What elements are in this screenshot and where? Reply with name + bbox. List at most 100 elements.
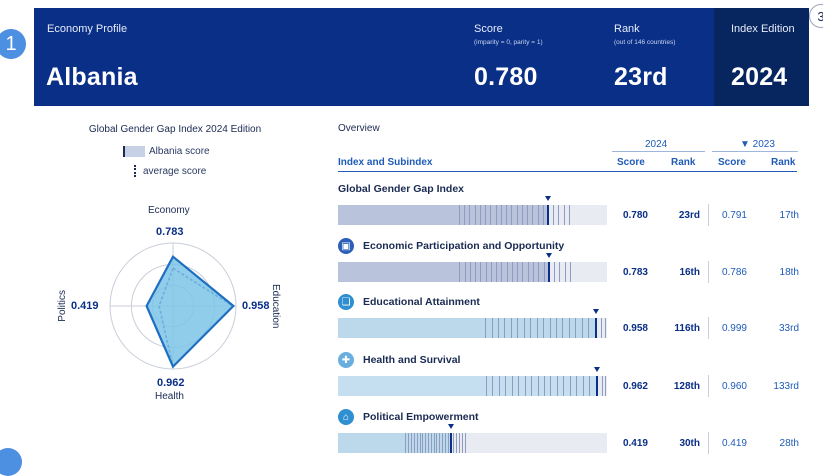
distribution-tick xyxy=(469,205,471,225)
radar-economy-label: Economy xyxy=(148,205,190,216)
distribution-tick xyxy=(506,262,508,282)
distribution-tick xyxy=(495,205,497,225)
row-title: Health and Survival xyxy=(363,354,461,366)
radar-score-polygon xyxy=(145,255,236,369)
distribution-tick xyxy=(464,262,466,282)
score-distribution xyxy=(338,376,607,396)
distribution-tick xyxy=(517,262,519,282)
distribution-tick xyxy=(518,376,520,396)
distribution-tick xyxy=(433,433,435,453)
step-marker-3[interactable]: 3 xyxy=(809,4,823,28)
score-2023: 0.791 xyxy=(721,210,747,221)
legend-score-label: Albania score xyxy=(149,146,210,157)
index-edition-box: Index Edition 2024 xyxy=(714,8,809,106)
rank-2023: 18th xyxy=(779,267,799,278)
briefcase-icon: ▣ xyxy=(338,238,354,254)
score-2024: 0.783 xyxy=(622,267,648,278)
distribution-tick xyxy=(527,262,529,282)
distribution-tick xyxy=(485,262,487,282)
score-2024: 0.962 xyxy=(622,381,648,392)
row-title: Global Gender Gap Index xyxy=(338,183,465,195)
distribution-tick xyxy=(419,433,421,453)
rank-2024: 30th xyxy=(679,438,700,449)
score-line xyxy=(595,376,598,396)
score-marker xyxy=(592,309,599,314)
score-bar xyxy=(338,309,607,338)
distribution-tick xyxy=(453,433,455,453)
health-cross-icon: ✚ xyxy=(338,352,354,368)
score-label: Score xyxy=(474,23,503,35)
distribution-tick xyxy=(568,318,570,338)
step-marker-1[interactable]: 1 xyxy=(0,29,26,59)
distribution-tick xyxy=(485,318,487,338)
distribution-tick xyxy=(563,376,565,396)
distribution-tick xyxy=(589,376,591,396)
distribution-tick xyxy=(536,318,538,338)
distribution-tick xyxy=(411,433,412,453)
distribution-tick xyxy=(521,205,523,225)
distribution-tick xyxy=(516,205,518,225)
score-distribution xyxy=(338,205,607,225)
distribution-tick xyxy=(444,433,446,453)
distribution-tick xyxy=(531,376,532,396)
distribution-tick xyxy=(506,205,507,225)
distribution-tick xyxy=(491,318,493,338)
header-divider xyxy=(338,171,797,172)
distribution-tick xyxy=(490,205,492,225)
distribution-tick xyxy=(504,318,506,338)
radar-health-label: Health xyxy=(155,391,184,402)
distribution-tick xyxy=(527,205,528,225)
year-2024-header: 2024 xyxy=(645,139,668,150)
distribution-tick xyxy=(485,376,487,396)
distribution-tick xyxy=(537,205,539,225)
radar-politics-label: Politics xyxy=(57,290,68,322)
rank-2024: 16th xyxy=(679,267,700,278)
distribution-tick xyxy=(559,262,561,282)
index-edition-value: 2024 xyxy=(731,63,788,91)
rank-2024: 116th xyxy=(674,323,700,334)
distribution-tick xyxy=(523,318,525,338)
radar-grid-ring-3 xyxy=(109,242,237,370)
distribution-tick xyxy=(524,376,526,396)
distribution-tick xyxy=(485,205,486,225)
distribution-tick xyxy=(425,433,427,453)
rank-2023: 28th xyxy=(779,438,799,449)
distribution-tick xyxy=(605,318,606,338)
distribution-tick xyxy=(505,376,507,396)
rank-2024: 23rd xyxy=(678,210,700,221)
step-marker-2[interactable] xyxy=(0,448,22,476)
radar-education-value: 0.958 xyxy=(242,300,270,312)
radar-average-polygon xyxy=(158,266,235,369)
rank-2023: 17th xyxy=(779,210,799,221)
year-separator xyxy=(708,317,709,339)
score-value: 0.780 xyxy=(474,63,538,91)
score-line xyxy=(594,318,597,338)
distribution-tick xyxy=(458,433,460,453)
distribution-tick xyxy=(543,318,545,338)
distribution-tick xyxy=(498,376,500,396)
distribution-tick xyxy=(582,376,584,396)
rank-2023: 133rd xyxy=(773,381,799,392)
legend-dotted-line xyxy=(131,165,139,177)
distribution-tick xyxy=(543,262,545,282)
distribution-tick xyxy=(408,433,410,453)
distribution-tick xyxy=(517,318,519,338)
economy-profile-label: Economy Profile xyxy=(47,23,128,35)
distribution-tick xyxy=(549,318,551,338)
radar-grid-ring-2 xyxy=(130,263,216,349)
score-distribution xyxy=(338,262,607,282)
distribution-tick xyxy=(442,433,443,453)
distribution-tick xyxy=(542,205,544,225)
radar-economy-value: 0.783 xyxy=(156,226,184,238)
distribution-tick xyxy=(538,262,540,282)
distribution-tick xyxy=(464,433,466,453)
distribution-tick xyxy=(511,262,513,282)
score-marker xyxy=(447,424,454,429)
rank-2024: 128th xyxy=(673,381,700,392)
year-separator xyxy=(708,375,709,397)
score-bar-fill xyxy=(338,318,596,338)
distribution-tick xyxy=(569,376,571,396)
legend-average-score: average score xyxy=(131,165,206,177)
distribution-tick xyxy=(511,376,513,396)
score-2023: 0.999 xyxy=(721,323,747,334)
